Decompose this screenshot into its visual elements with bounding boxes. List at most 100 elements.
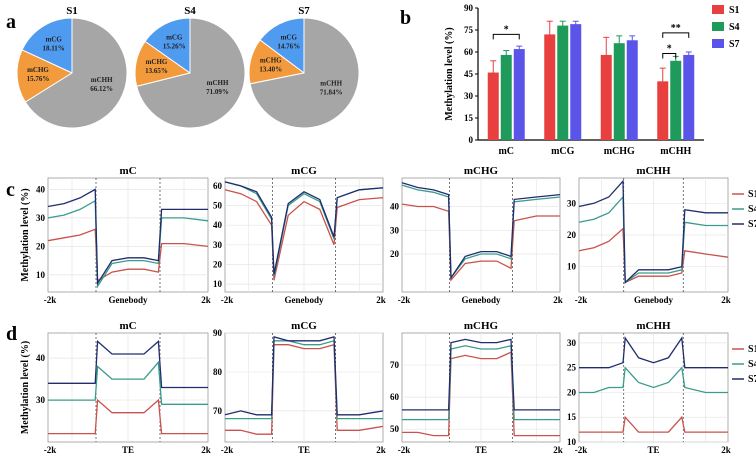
y-tick-label: 60: [213, 181, 223, 191]
pie-label-value: 15.26%: [163, 43, 186, 51]
series-line-s4: [47, 199, 209, 289]
pie-label-value: 66.12%: [90, 85, 113, 93]
significance-bracket: [662, 52, 677, 59]
pie-label-name: mCG: [281, 34, 298, 42]
pie-slice-mchh: [136, 17, 246, 129]
y-tick-label: 10: [213, 279, 223, 289]
y-tick-label: 30: [36, 213, 46, 223]
pie-label-value: 13.40%: [259, 65, 282, 73]
y-tick-label: 45: [464, 69, 474, 79]
profile-chart-c-mchg: 20 30 40 mCHG -2k Genebody 2k: [390, 165, 563, 305]
panel-letter-d: d: [6, 323, 17, 345]
series-line-s4: [48, 360, 208, 405]
pie-label-name: mCHG: [146, 58, 168, 66]
bar-s4: [557, 25, 569, 141]
pie-label-value: 14.76%: [277, 43, 300, 51]
y-tick-label: 80: [213, 367, 223, 377]
bar-s4: [613, 43, 625, 141]
y-tick-label: 40: [36, 353, 46, 363]
y-tick-label: 20: [213, 259, 223, 269]
pie-title: S4: [184, 5, 196, 17]
bar-chart: 0 15 30 45 60 75 90 Methylation level (%) mC mCG m…: [444, 3, 740, 157]
series-line-s1: [224, 189, 384, 281]
x-tick-label: 2k: [201, 295, 211, 305]
y-tick-label: 40: [213, 220, 223, 230]
legend-swatch-s1: [712, 5, 724, 14]
chart-title: mCHG: [464, 320, 499, 332]
pie-title: S7: [298, 5, 310, 17]
legend-swatch-s7: [712, 39, 724, 48]
bar-s4: [670, 60, 682, 140]
y-axis-label: Methylation level (%): [444, 27, 455, 120]
significance-label: **: [671, 23, 681, 34]
pie-label-name: mCHG: [27, 66, 49, 74]
pie-label-value: 18.11%: [42, 44, 64, 52]
pie-label-value: 15.76%: [27, 75, 50, 83]
pie-label-value: 71.84%: [320, 89, 343, 97]
series-line-s1: [47, 228, 209, 282]
pie-slice-mchh: [249, 17, 360, 129]
pie-slice-mchh: [24, 17, 128, 129]
series-line-s7: [224, 181, 384, 275]
significance-label: *: [504, 24, 509, 35]
y-tick-label: 50: [213, 201, 223, 211]
significance-bracket: [492, 33, 520, 40]
series-line-s1: [402, 351, 560, 437]
series-line-s4: [578, 195, 728, 284]
x-tick-label: 2k: [201, 445, 211, 455]
profile-chart-d-mc: 30 40 mC -2k TE 2k Methylation level (%): [20, 320, 211, 455]
series-line-s7: [578, 179, 728, 284]
y-tick-label: 30: [567, 198, 577, 208]
series-line-s4: [401, 184, 561, 280]
series-line-s7: [48, 340, 208, 389]
x-tick-label: -2k: [44, 445, 57, 455]
x-tick-label: -2k: [221, 295, 234, 305]
y-tick-label: 30: [464, 91, 474, 101]
chart-title: mCG: [291, 165, 317, 177]
significance-bracket: [662, 32, 690, 38]
x-tick-label: -2k: [398, 295, 411, 305]
y-tick-label: 30: [567, 338, 577, 348]
series-line-s7: [401, 182, 561, 280]
x-tick-label: -2k: [398, 445, 411, 455]
y-tick-label: 70: [213, 406, 223, 416]
chart-title: mCHG: [464, 165, 499, 177]
y-tick-label: 90: [464, 3, 474, 13]
y-tick-label: 60: [464, 47, 474, 57]
x-tick-label: mCG: [551, 146, 575, 157]
profile-chart-d-mchh: 10 15 20 25 30 mCHH -2k TE 2k S1 S4 S7: [567, 320, 756, 455]
x-tick-label: -2k: [44, 295, 57, 305]
significance-label: *: [667, 43, 672, 54]
x-tick-label: -2k: [575, 445, 588, 455]
pie-slice-mcg: [144, 17, 191, 74]
y-tick-label: 0: [469, 135, 474, 145]
legend-label: S1: [748, 344, 756, 355]
series-line-s7: [579, 336, 728, 369]
y-tick-label: 15: [567, 412, 577, 422]
profile-chart-c-mchh: 10 20 30 mCHH -2k Genebody 2k S1 S4 S7: [567, 165, 756, 305]
y-tick-label: 30: [390, 225, 400, 235]
profile-chart-d-mchg: 50 60 70 mCHG -2k TE 2k: [390, 320, 563, 455]
series-line-s1: [401, 203, 560, 282]
x-tick-label: -2k: [221, 445, 234, 455]
x-tick-label: Genebody: [284, 295, 324, 305]
bar-s1: [487, 72, 499, 140]
series-line-s1: [225, 343, 384, 435]
x-tick-label: -2k: [575, 295, 588, 305]
legend-label: S7: [729, 39, 740, 50]
legend-label: S4: [729, 22, 740, 33]
pie-slice-mcg: [21, 17, 73, 74]
x-tick-label: mCHH: [660, 146, 691, 157]
pie-slice-mchg: [16, 49, 74, 103]
y-tick-label: 20: [567, 230, 577, 240]
series-line-s7: [47, 188, 208, 286]
y-tick-label: 20: [567, 387, 577, 397]
y-axis-label: Methylation level (%): [20, 341, 31, 434]
pie-slice-mcg: [259, 17, 305, 74]
bar-s4: [500, 54, 512, 140]
series-line-s1: [48, 398, 208, 435]
chart-title: mCG: [291, 320, 317, 332]
pie-label-value: 13.65%: [145, 67, 168, 75]
